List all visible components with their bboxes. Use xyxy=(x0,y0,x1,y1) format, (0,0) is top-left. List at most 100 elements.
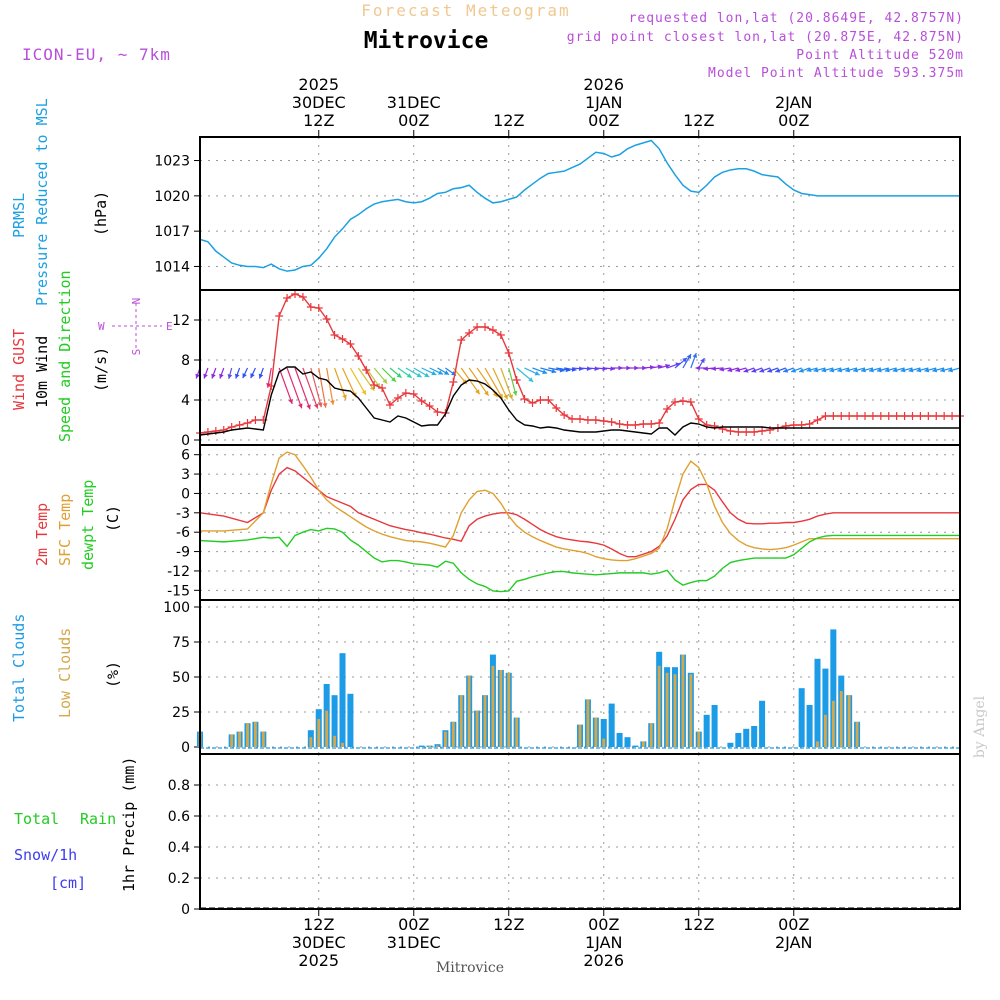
low-cloud-bar xyxy=(325,710,329,747)
total-cloud-bar xyxy=(632,745,639,747)
wind-arrow-shaft xyxy=(500,367,513,400)
wind-arrow-head xyxy=(508,394,513,400)
low-cloud-bar xyxy=(341,742,344,747)
wind-arrow-head xyxy=(719,366,725,372)
low-cloud-bar xyxy=(657,665,661,747)
y-tick-label: 1017 xyxy=(154,224,190,240)
sfc-temp-label: SFC Temp xyxy=(56,494,74,566)
gust-marker xyxy=(378,384,387,392)
total-cloud-bar xyxy=(608,703,615,747)
gust-marker xyxy=(275,312,284,320)
gust-marker xyxy=(813,416,822,424)
low-cloud-bar xyxy=(847,695,851,747)
pressure-labels: PRMSL Pressure Reduced to MSL (hPa) xyxy=(10,98,110,306)
wind-arrow-head xyxy=(369,385,375,391)
wind-arrow-head xyxy=(703,366,709,371)
compass-south: S xyxy=(130,349,143,356)
y-tick-label: -12 xyxy=(167,564,190,580)
gust-marker xyxy=(568,415,577,423)
gust-marker xyxy=(283,294,292,302)
temp2m-line xyxy=(199,466,960,558)
gust-marker xyxy=(338,335,347,343)
gust-marker xyxy=(742,428,751,436)
gust-marker xyxy=(694,415,703,423)
temp-unit: (C) xyxy=(104,505,122,532)
wind-arrow-head xyxy=(743,368,749,373)
y-tick-label: 8 xyxy=(181,353,190,369)
gust-marker xyxy=(916,412,925,420)
wind-arrow-head xyxy=(932,367,938,373)
low-cloud-bar xyxy=(602,738,606,747)
low-cloud-bar xyxy=(823,714,827,747)
gust-marker xyxy=(908,412,917,420)
wind-arrow-head xyxy=(665,363,670,369)
grid-point-coords: grid point closest lon,lat (20.875E, 42.… xyxy=(567,30,964,45)
wind-arrow-shaft xyxy=(476,367,498,398)
total-cloud-bar xyxy=(743,728,750,747)
wind-arrow-shaft xyxy=(318,367,327,408)
wind-arrow-head xyxy=(940,367,946,373)
wind-arrow-head xyxy=(948,367,954,373)
gust-marker xyxy=(591,416,600,424)
wind-arrow-head xyxy=(845,367,851,373)
y-tick-label: 0.4 xyxy=(168,840,190,856)
gust-marker xyxy=(718,425,727,433)
wind-arrow-head xyxy=(306,404,311,410)
wind-arrow-head xyxy=(219,373,224,379)
low-cloud-bar xyxy=(475,710,479,747)
wind-arrow-head xyxy=(783,368,789,373)
gust-marker xyxy=(306,303,315,311)
wind-arrow-head xyxy=(382,378,388,384)
wind-arrow-shaft xyxy=(349,367,367,396)
gust-marker xyxy=(481,323,489,331)
wind-arrow-head xyxy=(711,366,716,371)
total-clouds-label: Total Clouds xyxy=(10,614,28,722)
wind-arrow-head xyxy=(806,367,812,373)
low-cloud-bar xyxy=(467,675,471,747)
total-cloud-bar xyxy=(624,737,631,747)
wind-arrow-head xyxy=(288,398,293,404)
wind-arrow-head xyxy=(767,368,773,373)
clouds-unit: (%) xyxy=(104,661,122,688)
wind-arrow-head xyxy=(892,367,898,373)
gust-marker xyxy=(868,412,877,420)
gust-marker xyxy=(900,412,909,420)
y-tick-label: -9 xyxy=(176,545,190,561)
total-cloud-bar xyxy=(703,714,710,747)
gust-marker xyxy=(726,427,735,435)
low-cloud-bar xyxy=(697,731,701,747)
wind-arrow-head xyxy=(695,365,700,371)
wind-arrow-shaft xyxy=(334,367,347,400)
gust-marker xyxy=(235,421,244,429)
low-cloud-bar xyxy=(246,723,249,747)
gust-marker xyxy=(504,349,513,357)
gust-marker xyxy=(631,421,640,429)
low-cloud-bar xyxy=(261,731,265,747)
wind-arrow-head xyxy=(258,373,264,379)
pressure-line xyxy=(199,139,960,272)
model-altitude: Model Point Altitude 593.375m xyxy=(708,66,964,81)
wind-arrow-head xyxy=(396,373,402,378)
low-cloud-bar xyxy=(689,674,693,747)
top-time-label: 00Z xyxy=(588,111,619,130)
gust-line xyxy=(199,293,960,434)
top-time-label: 30DEC xyxy=(292,93,346,112)
snow-label: Snow/1h xyxy=(14,846,77,864)
wind-arrow-head xyxy=(900,367,906,373)
gust-marker xyxy=(607,418,616,426)
y-tick-label: 1014 xyxy=(154,259,190,275)
wind-arrow-shaft xyxy=(294,367,311,410)
gust-marker xyxy=(536,396,545,404)
wind-arrow-head xyxy=(735,367,741,373)
gust-label: Wind GUST xyxy=(10,329,28,410)
cloud-labels: Total Clouds Low Clouds (%) xyxy=(10,614,122,722)
low-cloud-bar xyxy=(594,717,598,747)
gust-marker xyxy=(528,399,537,407)
gust-marker xyxy=(678,397,687,405)
footer-location: Mitrovice xyxy=(436,960,504,976)
rain-label: Rain xyxy=(80,810,116,828)
wind-arrow-shaft xyxy=(492,367,509,400)
gust-marker xyxy=(821,412,830,420)
wind-arrow-head xyxy=(503,394,508,400)
wind-arrow-head xyxy=(512,390,518,396)
